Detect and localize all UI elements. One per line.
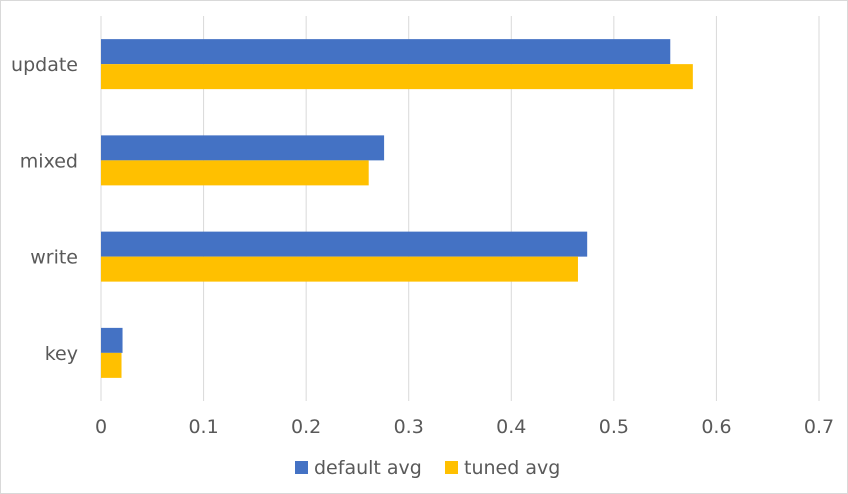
bar-key-default [101, 327, 123, 353]
x-tick-label: 0.1 [188, 416, 218, 438]
x-tick-label: 0.3 [394, 416, 424, 438]
x-tick-label: 0.7 [804, 416, 834, 438]
legend-swatch-default [295, 461, 308, 474]
legend: default avg tuned avg [295, 457, 560, 479]
legend-label: default avg [314, 457, 422, 479]
bar-write-tuned [101, 256, 578, 282]
category-label: write [30, 247, 78, 269]
bar-update-tuned [101, 64, 693, 90]
legend-label: tuned avg [464, 457, 560, 479]
bar-mixed-default [101, 135, 385, 161]
bars [101, 39, 693, 378]
category-label: update [11, 54, 78, 76]
category-label: key [45, 343, 78, 365]
x-tick-label: 0 [95, 416, 107, 438]
x-tick-label: 0.2 [291, 416, 321, 438]
bar-mixed-tuned [101, 160, 369, 186]
legend-swatch-tuned [445, 461, 458, 474]
bar-update-default [101, 39, 671, 65]
bar-write-default [101, 231, 588, 257]
x-tick-label: 0.5 [599, 416, 629, 438]
x-tick-labels: 0 0.1 0.2 0.3 0.4 0.5 0.6 0.7 [95, 416, 834, 438]
x-tick-label: 0.4 [496, 416, 526, 438]
bar-key-tuned [101, 352, 122, 378]
category-label: mixed [20, 150, 78, 172]
category-labels: update mixed write key [11, 54, 78, 365]
x-tick-label: 0.6 [701, 416, 731, 438]
